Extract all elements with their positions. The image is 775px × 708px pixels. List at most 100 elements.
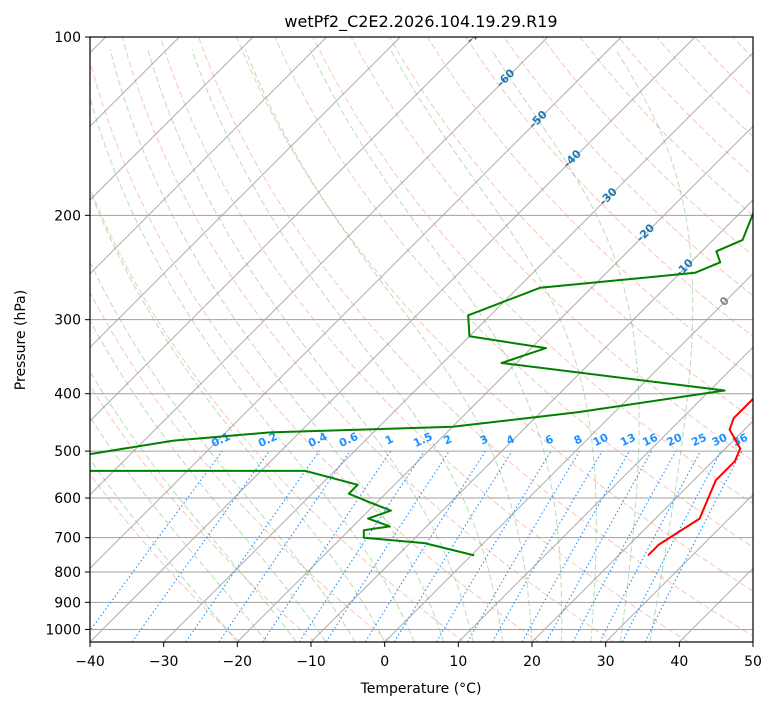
x-tick-label: −20 [223, 654, 253, 670]
mixing-ratio-line [325, 450, 450, 642]
moist-adiabat [191, 49, 503, 642]
dry-adiabat [90, 186, 465, 642]
y-tick-label: 900 [54, 595, 81, 611]
dry-adiabat [90, 291, 390, 642]
dry-adiabat [90, 59, 540, 642]
y-axis-ticks: 100 200 300 400 500 600 700 800 900 1000 [45, 30, 90, 638]
x-tick-label: 30 [597, 654, 615, 670]
dry-adiabat [465, 37, 753, 338]
moist-adiabat [90, 370, 297, 642]
moist-adiabats [90, 49, 694, 642]
mixing-ratio-label: 16 [640, 431, 660, 449]
mixing-ratio-label: 13 [618, 431, 637, 449]
mixing-ratio-labels: 0.1 0.2 0.4 0.6 1 1.5 2 3 4 6 8 10 13 16 20 25 30 36 [209, 430, 750, 450]
isotherm-line [605, 493, 753, 642]
mixing-ratio-line [393, 450, 513, 642]
isotherm-line [90, 37, 401, 349]
mixing-ratio-line [185, 450, 320, 642]
mixing-ratio-label: 10 [591, 431, 611, 449]
mixing-ratio-label: 2 [442, 432, 454, 447]
mixing-ratio-line [467, 450, 580, 642]
mixing-ratio-line [218, 450, 351, 642]
isotherm-line [90, 37, 696, 642]
isotherm-line [384, 272, 753, 642]
mixing-ratio-lines [90, 450, 743, 642]
isotherm-label: -40 [561, 147, 584, 170]
mixing-ratio-line [545, 450, 653, 642]
dry-adiabat [90, 472, 241, 642]
isotherm-label: -30 [597, 185, 620, 208]
isotherm-line [90, 37, 549, 496]
isotherm-label: -10 [673, 256, 696, 279]
isotherm-line [90, 37, 475, 422]
x-axis-label: Temperature (°C) [360, 681, 482, 697]
isotherm-label: -80 [436, 0, 459, 1]
dry-adiabat [159, 37, 689, 642]
mixing-ratio-label: 3 [478, 432, 490, 447]
x-tick-label: −40 [75, 654, 105, 670]
moist-adiabat [90, 96, 415, 642]
dry-adiabat [732, 37, 753, 59]
mixing-ratio-label: 1.5 [411, 430, 434, 450]
isotherm-line [752, 641, 753, 642]
dry-adiabat [503, 37, 753, 297]
x-axis-ticks: −40 −30 −20 −10 0 10 20 30 40 50 [75, 642, 762, 670]
dry-adiabat [121, 37, 614, 642]
chart-title: wetPf2_C2E2.2026.104.19.29.R19 [284, 12, 557, 32]
mixing-ratio-label: 0.6 [337, 430, 360, 450]
dry-adiabat [90, 384, 316, 642]
mixing-ratio-label: 0.4 [306, 430, 329, 450]
sounding-series [90, 210, 753, 557]
moist-adiabat [90, 189, 386, 642]
isotherm-line [531, 420, 753, 642]
moist-adiabat [615, 49, 694, 642]
mixing-ratio-line [131, 450, 270, 642]
mixing-ratio-label: 0.1 [209, 430, 232, 450]
dry-adiabat [426, 37, 753, 378]
mixing-ratio-line [435, 450, 552, 642]
moist-adiabat [490, 49, 640, 642]
isotherm-line [163, 51, 753, 642]
isotherm-label: -70 [464, 23, 487, 46]
y-tick-label: 800 [54, 565, 81, 581]
moist-adiabat [90, 260, 356, 642]
mixing-ratio-label: 1 [383, 432, 395, 447]
isotherm-label: 0 [717, 294, 732, 309]
moist-adiabat [90, 458, 238, 642]
moist-adiabat [90, 416, 268, 642]
dry-adiabat [236, 37, 753, 592]
moist-adiabat [389, 49, 597, 642]
moist-adiabat [244, 49, 533, 642]
y-tick-label: 400 [54, 387, 81, 403]
mixing-ratio-label: 8 [572, 432, 584, 447]
isotherms [90, 37, 753, 642]
mixing-ratio-line [572, 450, 677, 642]
x-tick-label: −30 [149, 654, 179, 670]
mixing-ratio-line [262, 450, 392, 642]
y-tick-label: 100 [54, 30, 81, 46]
isotherm-line [678, 567, 753, 642]
mixing-ratio-label: 6 [543, 432, 556, 447]
isotherm-label: 10 [756, 324, 775, 344]
isotherm-line [310, 199, 753, 642]
dry-adiabat [694, 37, 753, 98]
plot-area: -100-90-80-70-60-50-40-30-20-10010203040… [90, 0, 775, 642]
isotherm-line [457, 346, 753, 642]
moist-adiabat [109, 49, 445, 642]
dry-adiabat [274, 37, 753, 548]
mixing-ratio-label: 30 [710, 431, 730, 449]
mixing-ratio-line [599, 450, 701, 642]
mixing-ratio-label: 25 [689, 431, 708, 449]
x-tick-label: 10 [449, 654, 467, 670]
isotherm-line [90, 37, 328, 275]
x-tick-label: 20 [523, 654, 541, 670]
moist-adiabat [90, 319, 327, 642]
dry-adiabat [656, 37, 753, 138]
isotherm-line [90, 37, 622, 570]
mixing-ratio-line [521, 450, 630, 642]
x-tick-label: −10 [296, 654, 326, 670]
mixing-ratio-label: 36 [731, 431, 751, 449]
